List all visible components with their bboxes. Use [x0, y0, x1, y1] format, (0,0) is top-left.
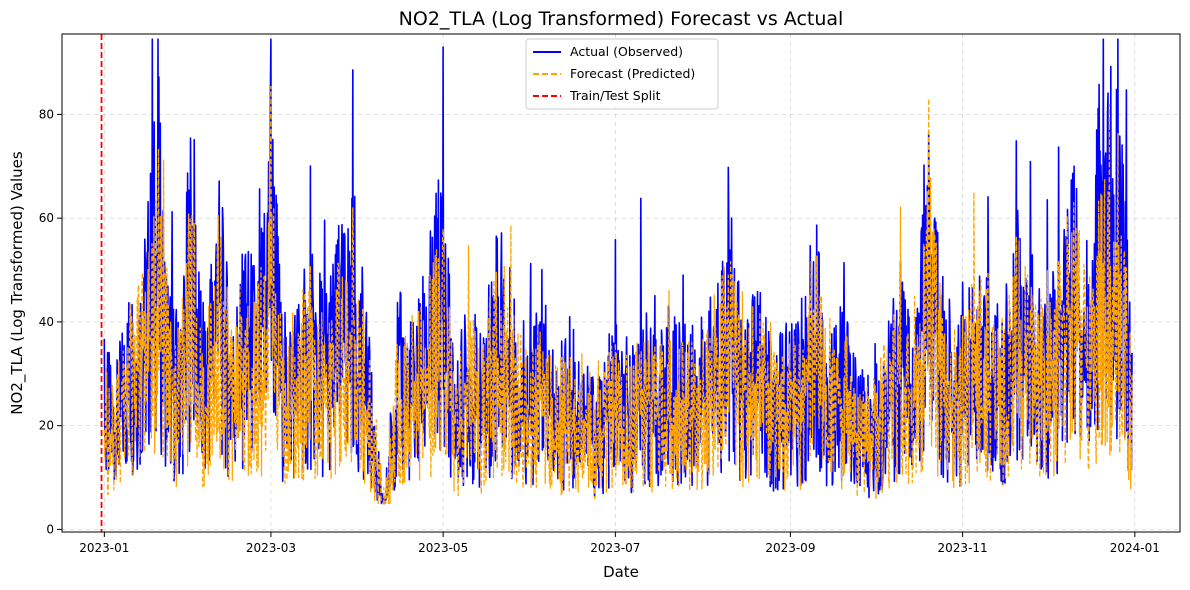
x-axis-label: Date [603, 563, 639, 581]
y-tick-label: 40 [39, 315, 54, 329]
x-tick-label: 2023-11 [938, 541, 988, 555]
axis-ticks: 2023-01 2023-03 2023-05 2023-07 2023-09 2023-… [39, 107, 1160, 555]
x-tick-label: 2023-09 [765, 541, 815, 555]
x-tick-label: 2023-03 [246, 541, 296, 555]
chart-title: NO2_TLA (Log Transformed) Forecast vs Ac… [399, 8, 844, 30]
y-tick-label: 80 [39, 107, 54, 121]
y-tick-label: 60 [39, 211, 54, 225]
legend-label-forecast: Forecast (Predicted) [570, 66, 695, 81]
x-tick-label: 2023-05 [418, 541, 468, 555]
x-tick-label: 2023-01 [79, 541, 129, 555]
legend-label-split: Train/Test Split [569, 88, 661, 103]
y-axis-label: NO2_TLA (Log Transformed) Values [8, 151, 27, 415]
series-forecast-line [103, 85, 1133, 505]
legend-box [525, 38, 719, 110]
y-tick-label: 20 [39, 419, 54, 433]
plot-frame [61, 33, 1181, 533]
y-tick-label: 0 [46, 522, 54, 536]
x-tick-label: 2023-07 [590, 541, 640, 555]
legend: Actual (Observed) Forecast (Predicted) T… [525, 38, 719, 110]
plot-area [100, 34, 1133, 532]
legend-label-actual: Actual (Observed) [570, 44, 683, 59]
x-tick-label: 2024-01 [1110, 541, 1160, 555]
